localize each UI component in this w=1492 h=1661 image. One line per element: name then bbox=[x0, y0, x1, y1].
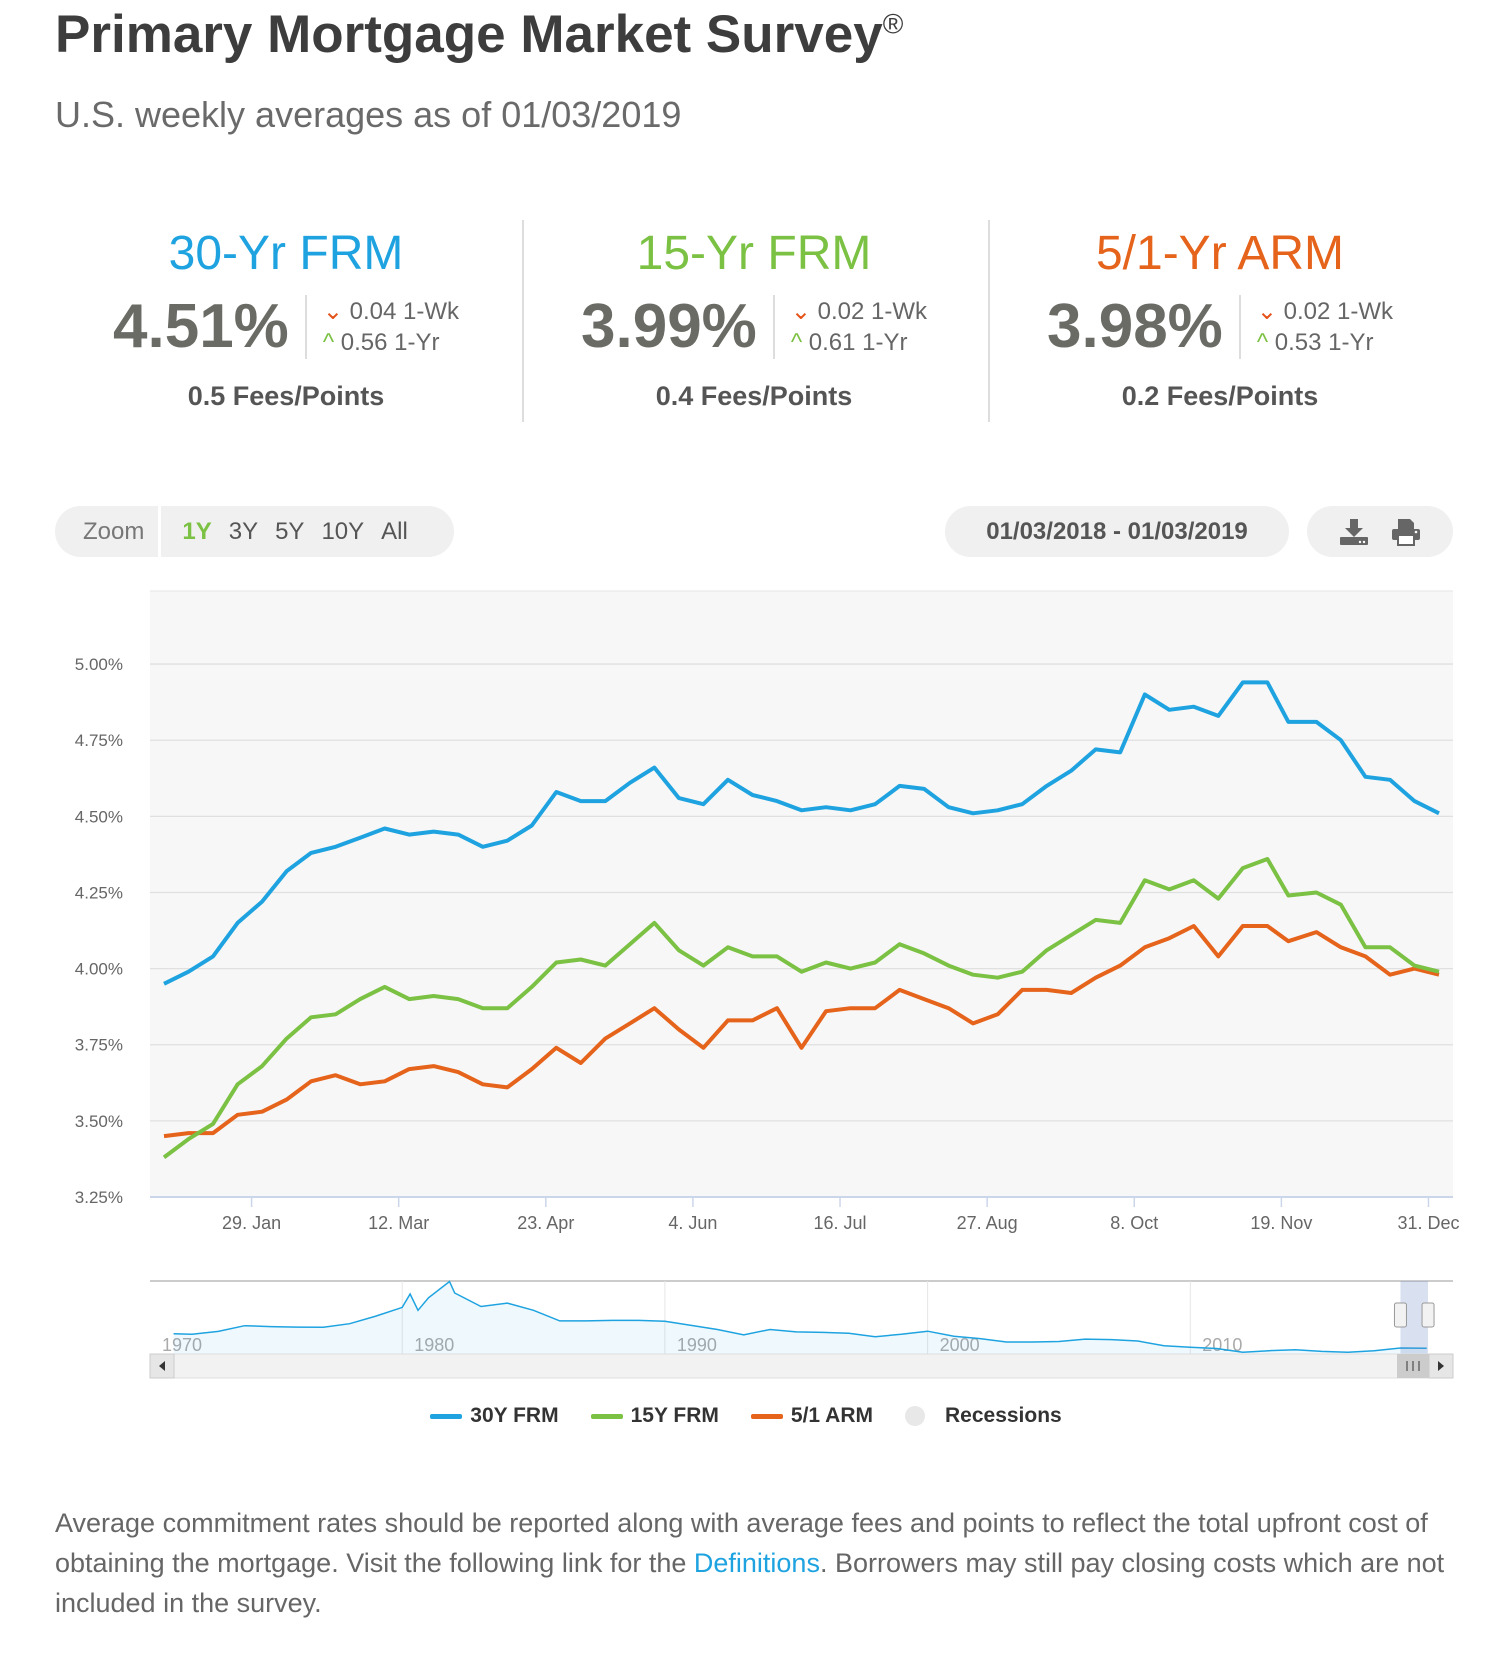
scrollbar-track[interactable] bbox=[149, 1353, 1454, 1379]
weekly-change: ⌄ 0.04 1-Wk bbox=[322, 298, 459, 325]
fees-points: 0.5 Fees/Points bbox=[187, 381, 385, 411]
arrow-up-icon: ^ bbox=[322, 329, 335, 356]
download-icon[interactable] bbox=[1339, 518, 1369, 546]
legend-swatch bbox=[590, 1413, 623, 1419]
zoom-all-button[interactable]: All bbox=[381, 517, 408, 545]
x-tick-label: 16. Jul bbox=[814, 1213, 867, 1233]
zoom-label: Zoom bbox=[83, 506, 162, 557]
y-tick-label: 3.75% bbox=[75, 1036, 123, 1055]
arrow-up-icon: ^ bbox=[1256, 329, 1269, 356]
title-text: Primary Mortgage Market Survey bbox=[55, 5, 883, 64]
y-tick-label: 3.50% bbox=[75, 1112, 123, 1131]
export-buttons bbox=[1307, 506, 1453, 557]
footnote-text-end: . Borrowers may still pay closing costs … bbox=[55, 1548, 1445, 1618]
rate-card: 15-Yr FRM 3.99% ⌄ 0.02 1-Wk ^ 0.61 1-Yr … bbox=[534, 220, 974, 412]
legend-item[interactable]: 30Y FRM bbox=[430, 1404, 559, 1428]
yearly-change: ^ 0.61 1-Yr bbox=[790, 329, 908, 356]
legend-label: 15Y FRM bbox=[630, 1404, 719, 1427]
arrow-down-icon: ⌄ bbox=[790, 298, 811, 325]
arrow-down-icon: ⌄ bbox=[1256, 298, 1277, 325]
rate-value: 3.99% bbox=[581, 295, 775, 359]
legend-item[interactable]: Recessions bbox=[904, 1404, 1062, 1428]
legend-label: 5/1 ARM bbox=[790, 1404, 873, 1427]
series-line-5-1-arm[interactable] bbox=[163, 924, 1440, 1139]
fees-points: 0.4 Fees/Points bbox=[655, 381, 853, 411]
legend-swatch bbox=[430, 1413, 463, 1419]
x-tick-label: 29. Jan bbox=[222, 1213, 281, 1233]
scroll-left-button[interactable] bbox=[149, 1353, 175, 1379]
product-name: 30-Yr FRM bbox=[168, 227, 404, 280]
yearly-change: ^ 0.53 1-Yr bbox=[1256, 329, 1374, 356]
rate-value: 3.98% bbox=[1047, 295, 1241, 359]
arrow-down-icon: ⌄ bbox=[322, 298, 343, 325]
navigator-series bbox=[173, 1280, 1427, 1354]
divider bbox=[988, 220, 990, 422]
page-title: Primary Mortgage Market Survey® bbox=[55, 4, 903, 65]
navigator-tick-label: 1990 bbox=[677, 1335, 717, 1355]
registered-mark: ® bbox=[882, 8, 904, 40]
legend-item[interactable]: 5/1 ARM bbox=[750, 1404, 873, 1428]
legend-label: 30Y FRM bbox=[470, 1404, 559, 1427]
x-tick-label: 27. Aug bbox=[957, 1213, 1018, 1233]
legend-item[interactable]: 15Y FRM bbox=[590, 1404, 719, 1428]
y-tick-label: 4.25% bbox=[75, 883, 123, 902]
y-tick-label: 3.25% bbox=[75, 1188, 123, 1207]
zoom-10y-button[interactable]: 10Y bbox=[321, 517, 365, 545]
navigator-handle[interactable] bbox=[1421, 1302, 1435, 1328]
x-tick-label: 31. Dec bbox=[1397, 1213, 1459, 1233]
navigator-tick-label: 2010 bbox=[1202, 1335, 1242, 1355]
fees-points: 0.2 Fees/Points bbox=[1121, 381, 1319, 411]
arrow-up-icon: ^ bbox=[790, 329, 803, 356]
product-name: 5/1-Yr ARM bbox=[1095, 227, 1345, 280]
footnote: Average commitment rates should be repor… bbox=[55, 1503, 1445, 1623]
x-tick-label: 19. Nov bbox=[1250, 1213, 1312, 1233]
navigator-tick-label: 1970 bbox=[162, 1335, 202, 1355]
y-tick-label: 5.00% bbox=[75, 655, 123, 674]
y-tick-label: 4.50% bbox=[75, 807, 123, 826]
navigator-tick-label: 2000 bbox=[940, 1335, 980, 1355]
arrow-right-icon bbox=[1438, 1361, 1444, 1371]
weekly-change: ⌄ 0.02 1-Wk bbox=[790, 298, 927, 325]
zoom-3y-button[interactable]: 3Y bbox=[228, 517, 259, 545]
rate-chart: 3.25% 3.50% 3.75% 4.00% 4.25% 4.50% 4.75% 5.00%… bbox=[75, 590, 1460, 1379]
rate-card: 30-Yr FRM 4.51% ⌄ 0.04 1-Wk ^ 0.56 1-Yr … bbox=[66, 220, 506, 412]
weekly-change: ⌄ 0.02 1-Wk bbox=[1256, 298, 1393, 325]
date-range-display[interactable]: 01/03/2018 - 01/03/2019 bbox=[945, 506, 1289, 557]
y-tick-label: 4.75% bbox=[75, 731, 123, 750]
series-line-30y-frm[interactable] bbox=[163, 680, 1440, 986]
series-line-15y-frm[interactable] bbox=[162, 857, 1440, 1160]
legend-label: Recessions bbox=[944, 1404, 1062, 1427]
page-subtitle: U.S. weekly averages as of 01/03/2019 bbox=[55, 94, 682, 135]
yearly-change: ^ 0.56 1-Yr bbox=[322, 329, 440, 356]
definitions-link[interactable]: Definitions bbox=[693, 1548, 820, 1578]
print-icon[interactable] bbox=[1391, 518, 1421, 546]
navigator-handle[interactable] bbox=[1393, 1302, 1407, 1328]
y-tick-label: 4.00% bbox=[75, 960, 123, 979]
navigator-area bbox=[173, 1281, 1427, 1354]
footnote-text: Average commitment rates should be repor… bbox=[55, 1508, 1428, 1578]
rate-card: 5/1-Yr ARM 3.98% ⌄ 0.02 1-Wk ^ 0.53 1-Yr… bbox=[1000, 220, 1440, 412]
navigator-tick-label: 1980 bbox=[414, 1335, 454, 1355]
chart-legend: 30Y FRM 15Y FRM 5/1 ARM Recessions bbox=[0, 1404, 1492, 1428]
rate-value: 4.51% bbox=[113, 295, 307, 359]
zoom-1y-button[interactable]: 1Y bbox=[182, 517, 212, 545]
zoom-5y-button[interactable]: 5Y bbox=[275, 517, 305, 545]
zoom-selector: Zoom 1Y 3Y 5Y 10Y All bbox=[55, 506, 454, 557]
x-tick-label: 23. Apr bbox=[517, 1213, 574, 1233]
x-tick-label: 12. Mar bbox=[368, 1213, 429, 1233]
legend-swatch bbox=[904, 1406, 925, 1426]
x-tick-label: 8. Oct bbox=[1110, 1213, 1158, 1233]
divider bbox=[522, 220, 524, 422]
product-name: 15-Yr FRM bbox=[636, 227, 872, 280]
x-tick-label: 4. Jun bbox=[668, 1213, 717, 1233]
legend-swatch bbox=[750, 1413, 783, 1419]
arrow-left-icon bbox=[159, 1361, 165, 1371]
